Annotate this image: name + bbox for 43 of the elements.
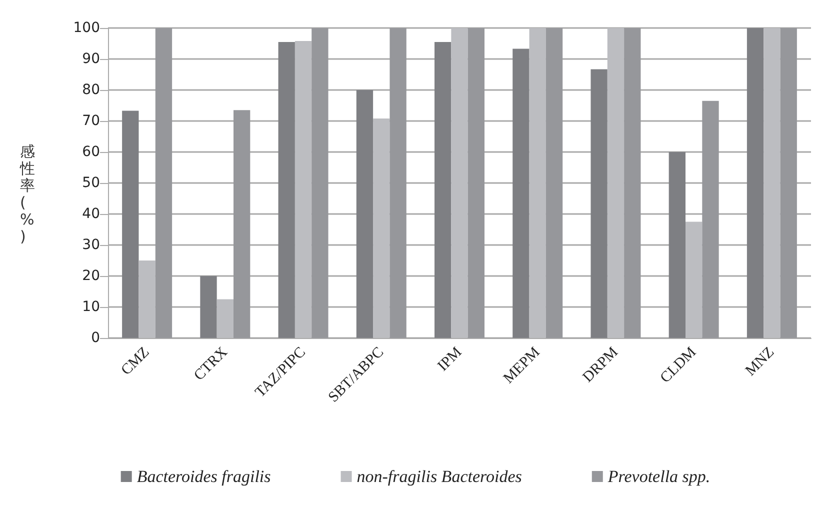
- bar: [668, 152, 686, 338]
- bar: [702, 100, 719, 338]
- y-tick-label: 70: [82, 113, 100, 129]
- y-tick-label: 10: [82, 299, 100, 315]
- y-tick-label: 100: [73, 20, 100, 36]
- bar: [746, 28, 764, 338]
- bar: [607, 28, 624, 338]
- y-tick-label: 40: [82, 206, 100, 222]
- x-tick-label: IPM: [434, 344, 466, 375]
- y-tick-label: 0: [91, 330, 100, 346]
- y-tick-label: 20: [82, 268, 100, 284]
- bar: [278, 42, 295, 338]
- bar: [294, 41, 312, 338]
- bar: [234, 110, 250, 338]
- bar: [468, 28, 484, 338]
- bar: [122, 110, 139, 338]
- bar: [138, 260, 156, 338]
- bar: [200, 276, 217, 338]
- y-tick-label: 60: [82, 144, 100, 160]
- y-axis-title: 感性率(%): [19, 142, 35, 246]
- y-tick-label: 30: [82, 237, 100, 253]
- bar: [216, 299, 234, 338]
- y-tick-label: 80: [82, 82, 100, 98]
- bar: [590, 69, 608, 338]
- bar: [373, 118, 390, 338]
- bar: [312, 28, 328, 338]
- bar: [451, 28, 468, 338]
- legend-label: non-fragilis Bacteroides: [356, 467, 522, 486]
- bar: [434, 42, 452, 338]
- bar: [546, 28, 563, 338]
- bar: [780, 28, 797, 338]
- y-tick-label: 50: [82, 175, 100, 191]
- y-tick-label: 90: [82, 51, 100, 67]
- bar: [356, 90, 374, 338]
- bar: [390, 28, 406, 338]
- legend-label: Prevotella spp.: [606, 467, 710, 486]
- bar: [624, 28, 641, 338]
- bar: [512, 48, 530, 338]
- bar: [686, 222, 702, 338]
- legend-label: Bacteroides fragilis: [136, 467, 272, 486]
- bar: [764, 28, 780, 338]
- bar: [529, 28, 546, 338]
- bar: [155, 28, 172, 338]
